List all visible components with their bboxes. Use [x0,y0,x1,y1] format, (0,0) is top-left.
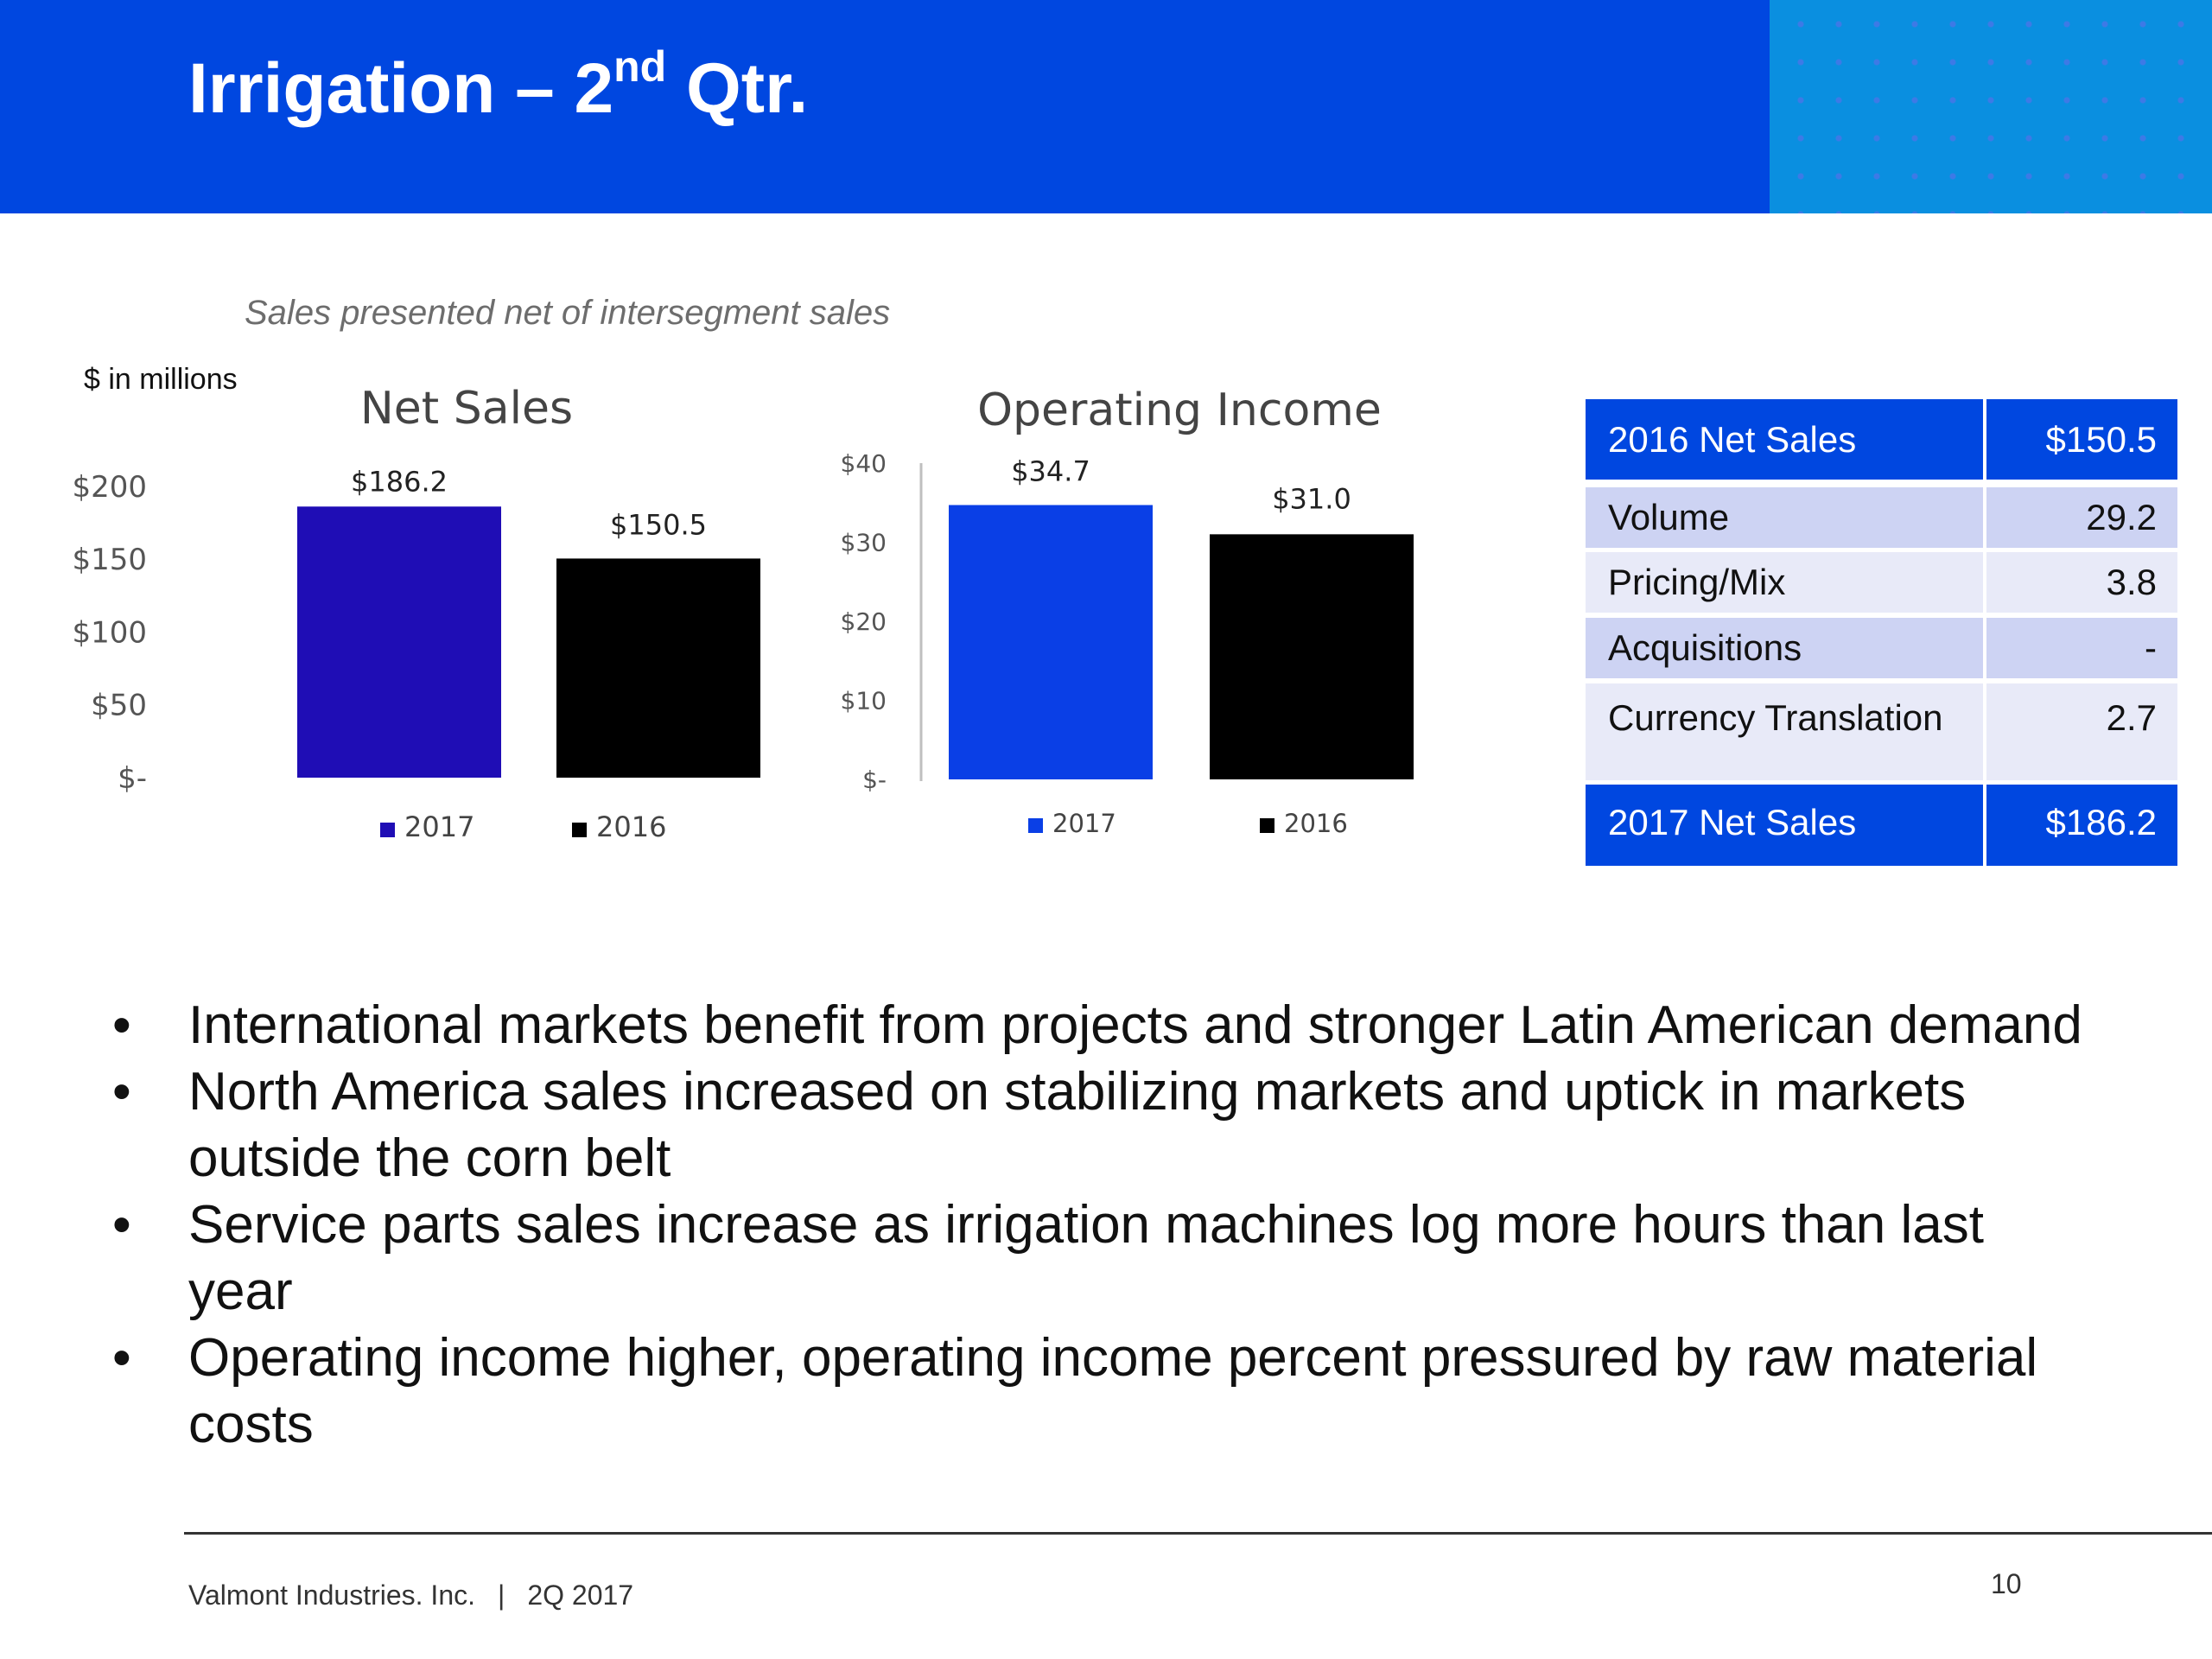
table-row-label: 2016 Net Sales [1586,399,1983,480]
footer-period: 2Q 2017 [527,1580,634,1611]
y-tick-label: $50 [91,689,147,723]
list-item: • International markets benefit from proj… [112,992,2100,1058]
list-item: • Service parts sales increase as irrigat… [112,1192,2100,1325]
y-tick-label: $40 [841,449,887,478]
net-sales-bridge-table: 2016 Net Sales $150.5 Volume 29.2 Pricin… [1586,399,2177,866]
legend-label: 2017 [1052,809,1116,838]
table-row: 2016 Net Sales $150.5 [1586,399,2177,480]
legend-swatch [1260,818,1274,833]
table-row-value: - [1986,618,2177,678]
header-dot-pattern [1770,0,2212,213]
bar-2017 [297,506,501,778]
operating-income-chart: Operating Income $40 $30 $20 $10 $- $34.7 $31.0… [841,385,1414,838]
list-item: • North America sales increased on stabil… [112,1058,2100,1192]
y-tick-label: $20 [841,607,887,636]
table-row: Acquisitions - [1586,618,2177,678]
slide-title: Irrigation – 2nd Qtr. [188,41,809,128]
y-tick-label: $30 [841,528,887,556]
legend-swatch [572,823,587,837]
units-label: $ in millions [84,363,238,396]
table-row-value: 29.2 [1986,487,2177,548]
y-tick-label: $- [118,761,147,796]
legend-swatch [380,823,395,837]
table-row: 2017 Net Sales $186.2 [1586,785,2177,866]
table-row-label: Volume [1586,487,1983,548]
y-tick-label: $10 [841,686,887,715]
table-row: Volume 29.2 [1586,487,2177,548]
bullet-icon: • [112,1062,131,1122]
table-row: Pricing/Mix 3.8 [1586,552,2177,613]
y-tick-label: $200 [72,470,147,505]
table-row-label: Pricing/Mix [1586,552,1983,613]
chart-title: Net Sales [360,383,573,435]
y-tick-label: $150 [72,543,147,577]
chart-subtitle: Sales presented net of intersegment sale… [245,294,891,332]
table-row-label: 2017 Net Sales [1586,785,1983,866]
bullet-icon: • [112,995,131,1055]
table-row-value: $186.2 [1986,785,2177,866]
bullet-icon: • [112,1328,131,1388]
data-label: $34.7 [1011,454,1090,487]
footer: Valmont Industries. Inc. | 2Q 2017 [188,1580,633,1611]
chart-title: Operating Income [977,385,1382,436]
table-row-value: $150.5 [1986,399,2177,480]
footer-divider [184,1532,2212,1535]
data-label: $150.5 [610,508,707,541]
table-row-value: 2.7 [1986,683,2177,780]
footer-separator: | [498,1580,505,1611]
table-row-value: 3.8 [1986,552,2177,613]
legend-label: 2016 [1284,809,1348,838]
table-row-label: Currency Translation [1586,683,1983,780]
bar-2016 [556,558,760,778]
net-sales-chart: Net Sales $200 $150 $100 $50 $- $186.2 $150.5 20… [72,383,760,843]
y-tick-label: $- [862,766,887,794]
data-label: $186.2 [351,465,448,498]
legend-label: 2016 [596,810,666,843]
table-row-label: Acquisitions [1586,618,1983,678]
footer-company: Valmont Industries. Inc. [188,1580,475,1611]
list-item: • Operating income higher, operating inco… [112,1325,2100,1458]
y-tick-label: $100 [72,615,147,650]
page-number: 10 [1991,1568,2022,1599]
bar-2017 [949,505,1153,779]
table-row: Currency Translation 2.7 [1586,683,2177,780]
bullet-icon: • [112,1195,131,1255]
legend-swatch [1028,818,1043,833]
data-label: $31.0 [1272,482,1351,515]
bar-2016 [1210,534,1414,779]
legend-label: 2017 [404,810,474,843]
bullet-list: • International markets benefit from proj… [112,992,2100,1458]
